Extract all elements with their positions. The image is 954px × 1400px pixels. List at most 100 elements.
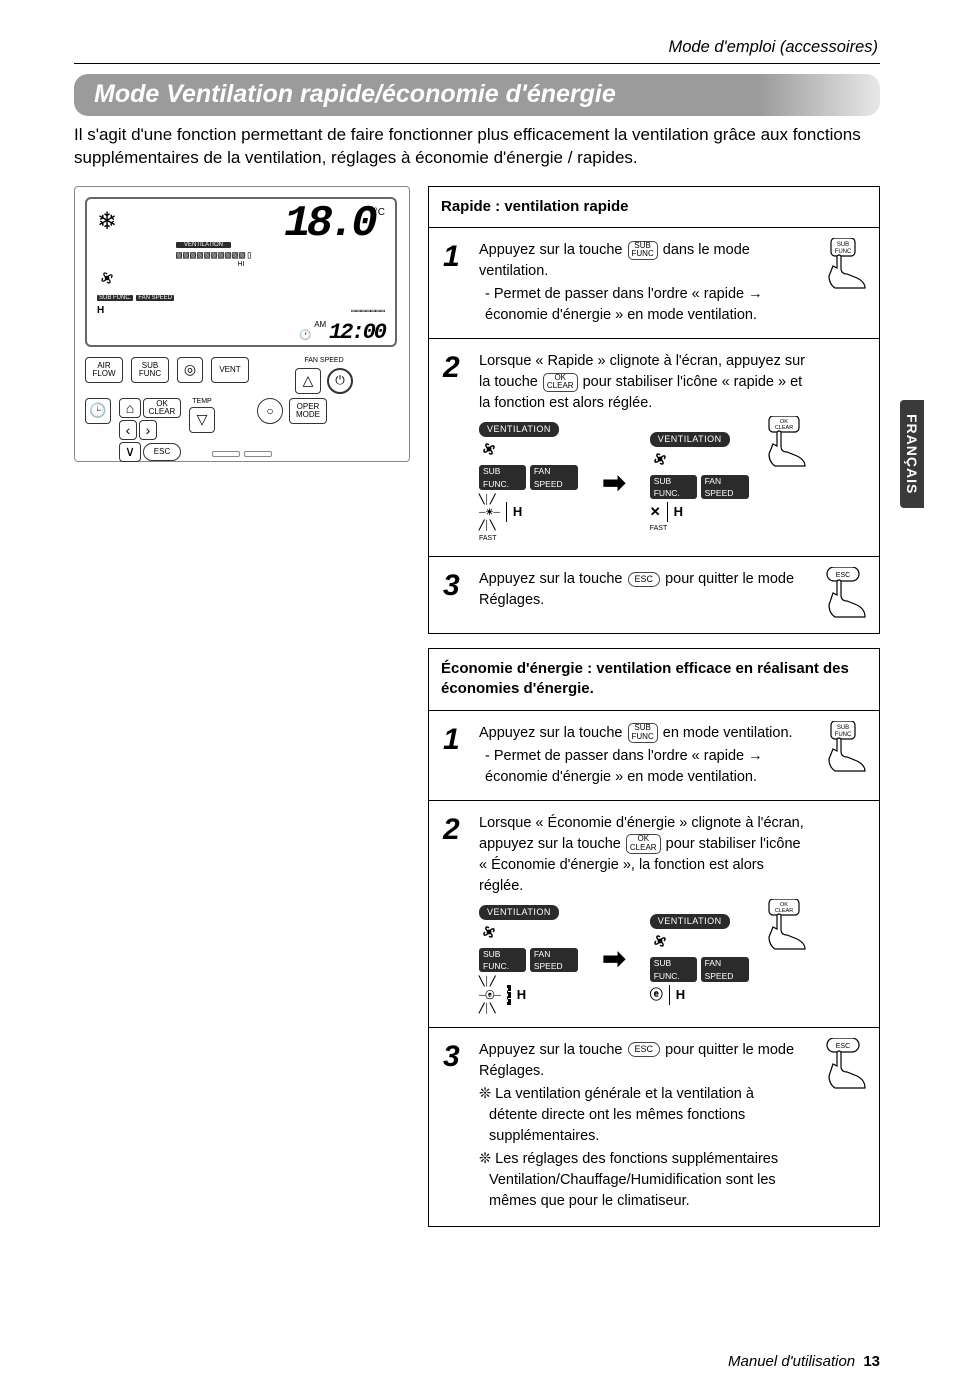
clock-icon: 🕐: [299, 330, 311, 341]
target-button: ◎: [177, 357, 203, 383]
lock-up-button: ⌂: [119, 398, 141, 418]
sub-func-label: SUB FUNC.: [97, 295, 133, 301]
step-text-after: en mode ventilation.: [663, 725, 793, 741]
vent-button: VENT: [211, 357, 249, 383]
fan-speed-label: FAN SPEED: [136, 295, 174, 301]
sub-func-pill: SUB FUNC.: [479, 465, 526, 490]
clock-ampm: AM: [314, 320, 326, 329]
step-separator: [429, 1027, 879, 1028]
intro-text: Il s'agit d'une fonction permettant de f…: [74, 124, 880, 170]
left-button: ‹: [119, 420, 137, 440]
fan-speed-pill: FAN SPEED: [530, 465, 578, 490]
step-number: 3: [443, 571, 467, 619]
step-note-1: ❊ La ventilation générale et la ventilat…: [479, 1084, 805, 1147]
fan-speed-pill: FAN SPEED: [701, 957, 749, 982]
page-title: Mode Ventilation rapide/économie d'énerg…: [74, 74, 880, 116]
up-button: △: [295, 368, 321, 394]
oper-mode-button: OPER MODE: [289, 398, 327, 424]
step-number: 2: [443, 353, 467, 544]
indicator-h: H: [513, 503, 522, 522]
ventilation-pill: VENTILATION: [479, 905, 559, 920]
state-before: VENTILATION SUB FUNC. FAN SPEED ╲│╱─ⓔ─╱│…: [479, 905, 578, 1015]
panel1-step3: 3 Appuyez sur la touche ESC pour quitter…: [443, 569, 865, 619]
header-rule: [74, 63, 880, 64]
fast-label: FAST: [479, 534, 497, 544]
indicator-h: H: [517, 986, 526, 1005]
step-note: - Permet de passer dans l'ordre « rapide…: [485, 284, 805, 326]
fan-speed-button-label: FAN SPEED: [304, 357, 343, 364]
fan-speed-pill: FAN SPEED: [530, 948, 578, 973]
fan-icon: [479, 922, 499, 946]
panel-rapid: Rapide : ventilation rapide 1 Appuyez su…: [428, 186, 880, 634]
indicator-h: H: [676, 986, 685, 1005]
temperature-value: 18.0: [284, 207, 374, 242]
sub-func-pill: SUB FUNC.: [650, 957, 697, 982]
esc-button: ESC: [143, 443, 181, 461]
indicator-h: H: [97, 305, 104, 316]
panel-economy-title: Économie d'énergie : ventilation efficac…: [429, 649, 879, 711]
sub-func-inline-button: SUBFUNC: [628, 241, 658, 261]
step-separator: [429, 800, 879, 801]
fan-speed-pill: FAN SPEED: [701, 475, 749, 500]
fast-icon: ✕: [650, 503, 661, 522]
svg-text:CLEAR: CLEAR: [775, 908, 793, 914]
base-slot-2: [244, 451, 272, 457]
ok-clear-inline-button: OKCLEAR: [626, 834, 661, 854]
sub-func-button: SUB FUNC: [131, 357, 169, 383]
fan-icon: [97, 268, 385, 291]
sub-func-pill: SUB FUNC.: [650, 475, 697, 500]
step-number: 1: [443, 242, 467, 326]
step-separator: [429, 556, 879, 557]
down-arrow-button: ∨: [119, 442, 141, 462]
state-after: VENTILATION SUB FUNC. FAN SPEED ✕: [650, 432, 749, 535]
step-number: 3: [443, 1042, 467, 1212]
hand-press-icon: OKCLEAR: [759, 416, 809, 468]
panel2-step1: 1 Appuyez sur la touche SUBFUNC en mode …: [443, 723, 865, 788]
hand-press-icon: OKCLEAR: [759, 899, 809, 951]
panel-economy: Économie d'énergie : ventilation efficac…: [428, 648, 880, 1227]
step-number: 1: [443, 725, 467, 788]
state-before: VENTILATION SUB FUNC. FAN SPEED ╲│╱─☀─╱│…: [479, 422, 578, 544]
clock-value: 12:00: [329, 320, 385, 345]
panel1-step1: 1 Appuyez sur la touche SUBFUNC dans le …: [443, 240, 865, 326]
svg-text:CLEAR: CLEAR: [775, 425, 793, 431]
temperature-unit: °C: [374, 207, 385, 218]
arrow-right-icon: ➡: [602, 463, 625, 504]
ok-clear-button: OK CLEAR: [143, 398, 181, 418]
header-context: Mode d'emploi (accessoires): [74, 38, 880, 57]
step-text: Appuyez sur la touche: [479, 725, 622, 741]
esc-inline-button: ESC: [628, 572, 661, 587]
sub-func-inline-button: SUBFUNC: [628, 723, 658, 743]
hand-press-icon: ESC: [819, 567, 869, 619]
step-note: - Permet de passer dans l'ordre « rapide…: [485, 746, 805, 788]
svg-text:FUNC: FUNC: [835, 249, 852, 255]
svg-text:SUB: SUB: [837, 725, 849, 731]
hand-press-icon: ESC: [819, 1038, 869, 1090]
fast-label: FAST: [650, 524, 668, 534]
ventilation-pill: VENTILATION: [650, 914, 730, 929]
radiate-eco-icon: ╲│╱─ⓔ─╱│╲: [479, 975, 501, 1014]
ok-clear-inline-button: OKCLEAR: [543, 373, 578, 393]
fan-icon: [650, 931, 670, 955]
snowflake-icon: ❄: [97, 207, 117, 242]
fan-icon: [650, 449, 670, 473]
svg-text:ESC: ESC: [836, 572, 850, 579]
day-strip: ▭▭▭▭▭▭▭: [351, 306, 385, 315]
language-tab: FRANÇAIS: [900, 400, 924, 508]
step-text: Appuyez sur la touche: [479, 571, 627, 587]
hand-press-icon: SUBFUNC: [819, 721, 869, 773]
remote-illustration: ❄ 18.0 °C VENTILATION ▧▧▧▧▧▧▧▧▧▧▯ HI: [74, 186, 416, 1227]
step-separator: [429, 338, 879, 339]
ventilation-pill: VENTILATION: [479, 422, 559, 437]
panel-rapid-title: Rapide : ventilation rapide: [429, 187, 879, 228]
step-number: 2: [443, 815, 467, 1015]
power-button: ⏻: [327, 368, 353, 394]
right-button: ›: [139, 420, 157, 440]
hi-indicator: HI: [176, 261, 306, 268]
eco-icon: ⓔ: [650, 986, 663, 1005]
step-text: Appuyez sur la touche: [479, 1042, 627, 1058]
ventilation-pill: VENTILATION: [650, 432, 730, 447]
temp-down-button: ▽: [189, 407, 215, 433]
radiate-icon: ╲│╱─☀─╱│╲: [479, 493, 500, 532]
temp-label: TEMP: [192, 398, 211, 405]
